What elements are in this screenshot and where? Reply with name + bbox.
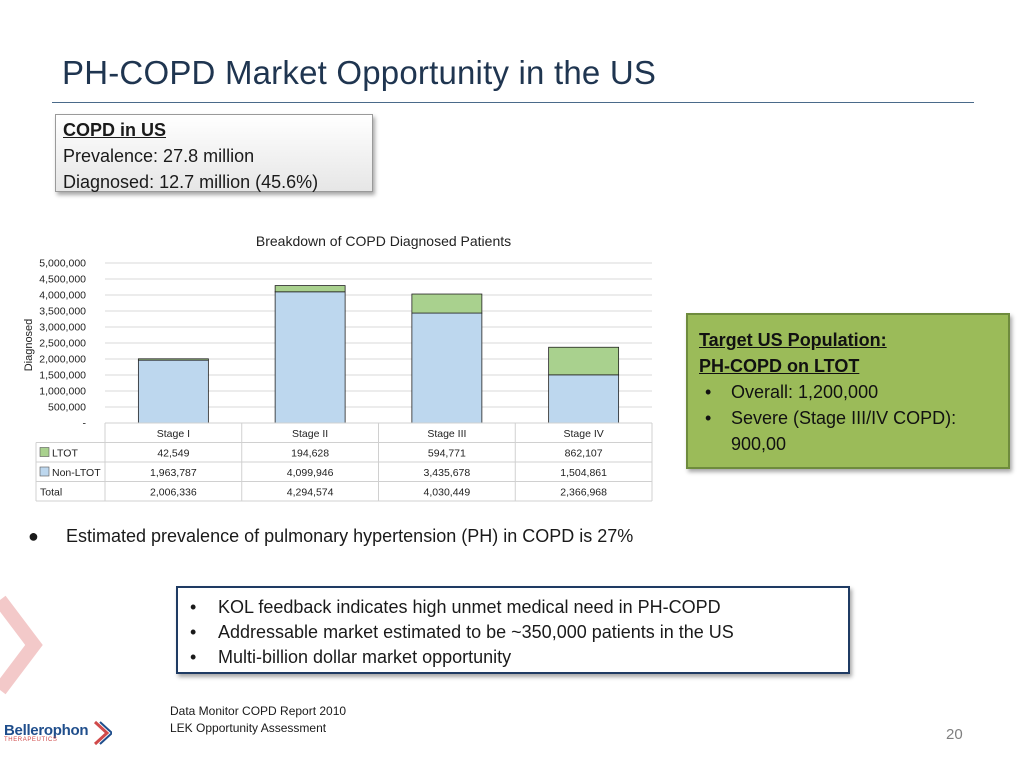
data-label: 862,107 xyxy=(565,448,603,460)
x-category-label: Stage II xyxy=(292,428,328,440)
kol-item: Addressable market estimated to be ~350,… xyxy=(188,620,848,645)
x-category-label: Stage III xyxy=(427,428,466,440)
data-label: 1,963,787 xyxy=(150,467,197,479)
kol-item: Multi-billion dollar market opportunity xyxy=(188,645,848,670)
bar-ltot xyxy=(274,285,346,293)
bar-ltot xyxy=(411,293,483,314)
source-line: Data Monitor COPD Report 2010 xyxy=(170,704,347,718)
y-tick-label: 3,500,000 xyxy=(39,306,86,318)
logo-tagline: THERAPEUTICS xyxy=(4,737,58,743)
legend-label: LTOT xyxy=(52,448,78,460)
y-tick-label: 1,000,000 xyxy=(39,386,86,398)
copd-diagnosed: Diagnosed: 12.7 million (45.6%) xyxy=(63,172,319,192)
y-tick-label: 2,000,000 xyxy=(39,354,86,366)
copd-box-heading: COPD in US xyxy=(63,120,167,140)
legend-label: Non-LTOT xyxy=(52,467,101,479)
data-label: 4,099,946 xyxy=(287,467,334,479)
y-tick-label: 3,000,000 xyxy=(39,322,86,334)
chart-title: Breakdown of COPD Diagnosed Patients xyxy=(256,233,511,249)
copd-prevalence: Prevalence: 27.8 million xyxy=(63,146,255,166)
data-label: 4,030,449 xyxy=(424,487,471,499)
y-tick-label: - xyxy=(83,418,87,430)
y-tick-label: 4,000,000 xyxy=(39,290,86,302)
prevalence-text: Estimated prevalence of pulmonary hypert… xyxy=(66,526,634,546)
bar-ltot xyxy=(548,346,620,376)
data-label: 4,294,574 xyxy=(287,487,334,499)
y-tick-label: 5,000,000 xyxy=(39,258,86,270)
data-label: 594,771 xyxy=(428,448,466,460)
bar-nonltot xyxy=(274,291,346,424)
slide-title: PH-COPD Market Opportunity in the US xyxy=(62,54,657,91)
y-tick-label: 1,500,000 xyxy=(39,370,86,382)
legend-label: Total xyxy=(40,487,62,499)
data-label: 1,504,861 xyxy=(560,467,607,479)
target-subheading: PH-COPD on LTOT xyxy=(699,356,860,376)
bar-nonltot xyxy=(137,359,209,424)
kol-item: KOL feedback indicates high unmet medica… xyxy=(188,595,848,620)
data-label: 2,366,968 xyxy=(560,487,607,499)
y-tick-label: 500,000 xyxy=(48,402,86,414)
x-category-label: Stage IV xyxy=(563,428,603,440)
source-line: LEK Opportunity Assessment xyxy=(170,721,327,735)
sources: Data Monitor COPD Report 2010 LEK Opport… xyxy=(170,703,346,737)
data-label: 194,628 xyxy=(291,448,329,460)
page-number: 20 xyxy=(946,726,963,743)
y-tick-label: 4,500,000 xyxy=(39,274,86,286)
kol-list: KOL feedback indicates high unmet medica… xyxy=(188,595,848,670)
target-item: Overall: 1,200,000 xyxy=(699,379,1008,405)
legend-swatch xyxy=(39,447,50,457)
data-label: 42,549 xyxy=(157,448,189,460)
copd-summary-box: COPD in US Prevalence: 27.8 million Diag… xyxy=(55,114,373,192)
target-item: Severe (Stage III/IV COPD): 900,00 xyxy=(699,405,1008,457)
data-label: 2,006,336 xyxy=(150,487,197,499)
x-category-label: Stage I xyxy=(157,428,190,440)
title-divider xyxy=(52,102,974,103)
bar-nonltot xyxy=(548,374,620,424)
target-list: Overall: 1,200,000 Severe (Stage III/IV … xyxy=(699,379,1008,457)
company-logo: Bellerophon THERAPEUTICS xyxy=(4,720,112,746)
legend-swatch xyxy=(39,466,50,477)
bullet-dot: ● xyxy=(28,526,39,546)
corner-decoration xyxy=(0,595,43,695)
bar-ltot xyxy=(137,358,209,361)
y-tick-label: 2,500,000 xyxy=(39,338,86,350)
data-label: 3,435,678 xyxy=(424,467,471,479)
target-population-box: Target US Population: PH-COPD on LTOT Ov… xyxy=(686,313,1010,469)
logo-chevron-icon xyxy=(93,720,112,746)
logo-name: Bellerophon xyxy=(4,722,89,739)
target-heading: Target US Population: xyxy=(699,330,887,350)
kol-summary-box: KOL feedback indicates high unmet medica… xyxy=(176,586,850,674)
y-axis-label: Diagnosed xyxy=(23,319,35,372)
bar-nonltot xyxy=(411,312,483,424)
